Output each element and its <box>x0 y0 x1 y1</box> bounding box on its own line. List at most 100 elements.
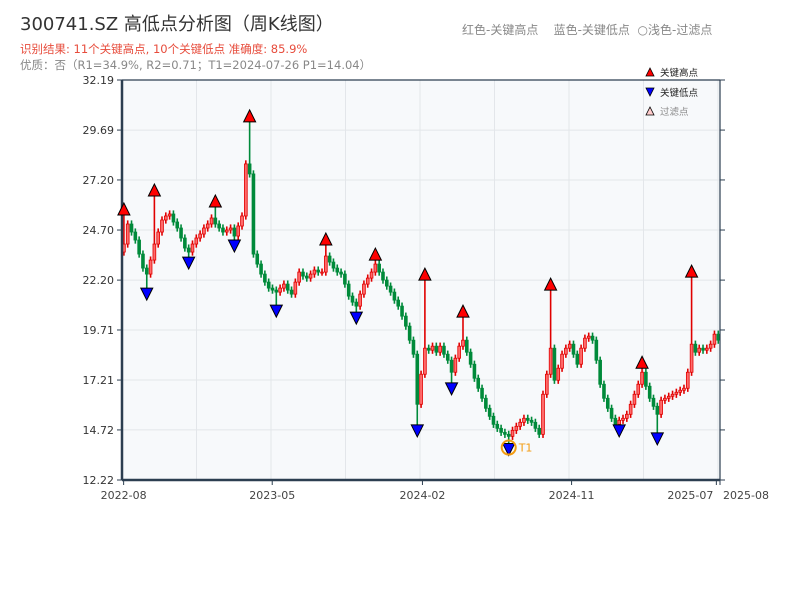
candle-body <box>213 217 218 225</box>
key-high-marker <box>543 276 558 291</box>
candle <box>240 212 244 230</box>
y-tick-label: 32.19 <box>83 74 115 87</box>
key-low-marker <box>612 424 627 439</box>
candle-body <box>400 305 404 317</box>
legend-marker-icon <box>645 87 655 97</box>
legend-marker-icon <box>645 67 655 77</box>
candle <box>301 268 305 280</box>
candle-body <box>263 273 267 283</box>
candle-body <box>541 393 545 435</box>
candle-body <box>407 325 412 341</box>
candle <box>354 298 359 313</box>
candle <box>164 212 168 224</box>
candle <box>384 276 389 290</box>
candle <box>419 370 423 408</box>
candle-body <box>369 271 374 279</box>
candle-body <box>438 345 442 353</box>
candle-body <box>449 359 454 373</box>
key-high-marker <box>117 201 131 216</box>
candle <box>365 274 370 288</box>
candle-body <box>358 293 362 307</box>
candle-body <box>384 279 389 287</box>
candle-body <box>632 393 637 405</box>
candle <box>503 428 507 438</box>
candle <box>583 334 587 352</box>
candle <box>129 220 134 236</box>
chart-title: 300741.SZ 高低点分析图（周K线图） <box>20 14 334 35</box>
candle-body <box>644 371 648 387</box>
candle <box>274 286 279 306</box>
candle-body <box>442 345 446 355</box>
candle-body <box>179 227 183 239</box>
key-low-marker <box>139 287 154 302</box>
candle <box>590 332 595 344</box>
candle <box>472 360 477 382</box>
key-high-marker <box>418 266 432 281</box>
candle <box>350 292 355 306</box>
candle-body <box>251 173 256 255</box>
candle <box>628 400 633 418</box>
candle <box>434 342 439 356</box>
candle-body <box>183 237 187 249</box>
candle-body <box>621 417 625 421</box>
candle-body <box>354 301 359 307</box>
candle-body <box>506 433 511 437</box>
candle-body <box>144 267 149 275</box>
candle-body <box>346 283 351 297</box>
candle-body <box>617 419 622 425</box>
candle <box>651 394 656 410</box>
candle <box>278 284 282 296</box>
candle <box>335 264 340 276</box>
key-high-marker <box>319 231 333 246</box>
candle <box>186 244 191 258</box>
candle <box>316 266 321 276</box>
candle <box>251 170 256 258</box>
candle <box>255 250 260 268</box>
candle <box>449 356 454 383</box>
candle-body <box>320 271 324 274</box>
candle <box>270 284 275 294</box>
candle <box>697 344 702 356</box>
candle <box>213 206 218 228</box>
candle-body <box>575 353 580 365</box>
candle-body <box>137 239 141 255</box>
legend-label: 过滤点 <box>660 106 689 118</box>
legend-entry: 过滤点 <box>645 106 689 118</box>
candle-body <box>613 417 618 425</box>
candle-body <box>285 283 290 291</box>
candle-body <box>186 247 191 253</box>
candle-body <box>278 287 282 293</box>
candle-body <box>350 295 355 303</box>
candle-body <box>602 383 606 399</box>
result-summary: 识别结果: 11个关键高点, 10个关键低点 准确度: 85.9% <box>20 42 308 56</box>
candle-body <box>545 373 549 395</box>
x-tick-label: 2023-05 <box>249 489 295 502</box>
candle-body <box>240 215 244 227</box>
candle-body <box>224 229 229 233</box>
key-low-marker <box>227 239 242 254</box>
candle-body <box>221 227 225 233</box>
candle-body <box>655 405 660 415</box>
y-tick-label: 17.21 <box>83 374 115 387</box>
quality-summary: 优质：否（R1=34.9%, R2=0.71；T1=2024-07-26 P1=… <box>20 58 372 72</box>
candle-body <box>205 223 210 229</box>
candle-body <box>426 347 431 351</box>
candle-body <box>316 269 321 273</box>
candle-body <box>156 231 160 245</box>
candle-body <box>522 417 526 423</box>
candle <box>228 224 233 234</box>
candle-body <box>411 339 416 355</box>
candle-body <box>377 263 381 273</box>
candle <box>541 390 545 438</box>
candle-body <box>491 415 496 425</box>
candle-body <box>396 299 401 307</box>
candle <box>567 340 572 352</box>
candle <box>480 384 484 402</box>
candle-body <box>308 273 313 279</box>
candle <box>289 286 294 298</box>
t1-label: T1 <box>518 442 533 455</box>
candle-body <box>362 283 366 295</box>
candle <box>426 344 431 354</box>
candle-body <box>533 421 538 429</box>
key-low-marker <box>650 432 665 447</box>
